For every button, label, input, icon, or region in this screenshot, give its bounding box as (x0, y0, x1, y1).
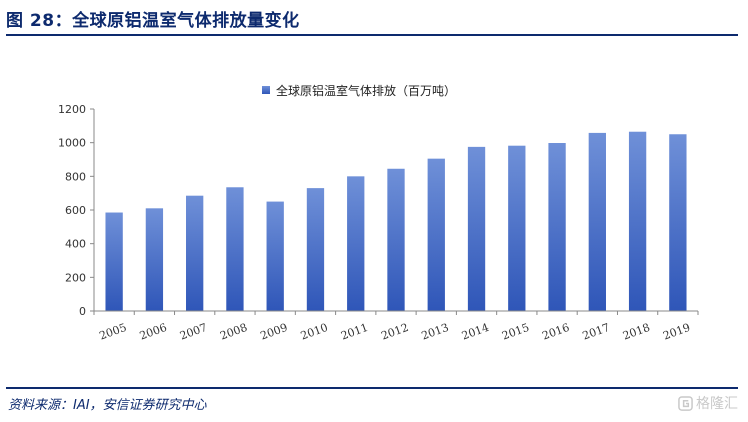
y-tick-label: 1000 (58, 137, 86, 150)
gelonghui-logo-icon (678, 395, 693, 411)
y-tick-label: 400 (65, 238, 86, 251)
y-tick-label: 800 (65, 170, 86, 183)
bar-2019 (669, 134, 687, 311)
bar-2010 (306, 188, 325, 311)
y-axis: 0 200 400 600 800 1000 1200 (58, 103, 95, 318)
source-note: 资料来源：IAI，安信证券研究中心 (8, 398, 207, 413)
x-tick-label: 2009 (259, 321, 290, 343)
x-tick-label: 2017 (581, 321, 612, 343)
legend: 全球原铝温室气体排放（百万吨） (262, 83, 456, 98)
bar-chart: 全球原铝温室气体排放（百万吨） 0 200 400 600 800 1000 1200 20… (58, 83, 699, 343)
bar-2018 (628, 131, 647, 311)
x-tick-label: 2010 (299, 321, 330, 343)
y-tick-label: 600 (65, 204, 86, 217)
watermark-text: 格隆汇 (696, 396, 738, 412)
x-tick-label: 2014 (460, 321, 491, 343)
legend-label: 全球原铝温室气体排放（百万吨） (276, 83, 456, 98)
footer-rule (6, 387, 738, 389)
x-tick-label: 2016 (540, 321, 571, 343)
bar-2012 (387, 168, 405, 311)
y-tick-label: 200 (65, 271, 86, 284)
x-tick-label: 2013 (420, 321, 451, 343)
bar-2016 (548, 143, 566, 311)
x-tick-label: 2011 (339, 321, 370, 343)
x-axis: 2005 2006 2007 2008 2009 2010 2011 2012 2013 2014… (93, 310, 699, 343)
x-tick-label: 2015 (500, 321, 531, 343)
bar-2007 (186, 195, 204, 311)
figure-title: 图 28：全球原铝温室气体排放量变化 (6, 11, 300, 31)
bar-2005 (105, 212, 123, 311)
bar-2017 (588, 132, 606, 311)
x-tick-label: 2019 (661, 321, 692, 343)
x-tick-label: 2012 (379, 321, 410, 343)
bar-2008 (226, 187, 244, 311)
bars (105, 131, 687, 311)
bar-2013 (427, 158, 445, 311)
legend-swatch (262, 86, 270, 94)
x-tick-label: 2007 (178, 321, 209, 343)
x-tick-label: 2018 (621, 321, 652, 343)
bar-2006 (145, 208, 164, 311)
x-tick-label: 2006 (138, 321, 169, 343)
bar-2014 (467, 146, 486, 311)
x-tick-label: 2008 (218, 321, 249, 343)
y-tick-label: 1200 (58, 103, 86, 116)
title-rule (6, 34, 738, 36)
bar-2011 (347, 176, 365, 311)
bar-2009 (266, 201, 284, 311)
watermark: 格隆汇 (678, 393, 738, 413)
x-tick-label: 2005 (98, 321, 129, 343)
bar-2015 (508, 145, 526, 311)
y-tick-label: 0 (79, 305, 86, 318)
